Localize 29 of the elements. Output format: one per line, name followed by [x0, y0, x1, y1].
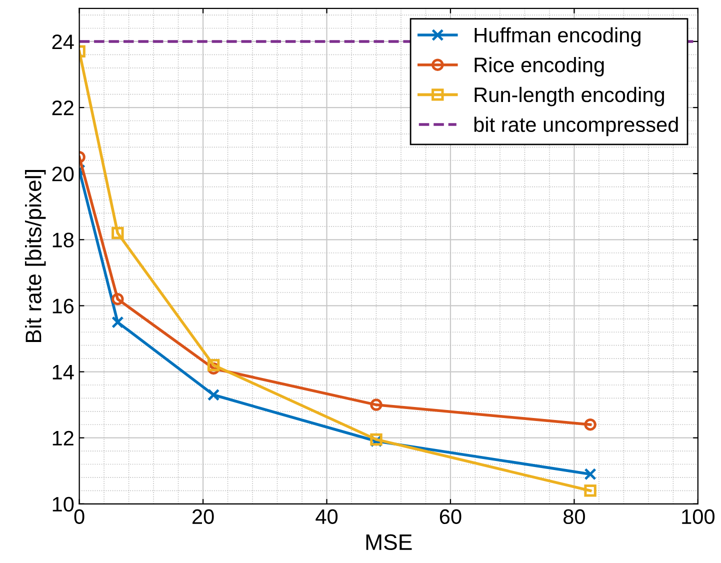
y-tick-label: 14 — [52, 364, 74, 380]
point — [584, 468, 596, 480]
legend-label: Run-length encoding — [474, 86, 664, 106]
x-tick-label: 0 — [74, 509, 84, 524]
point — [370, 398, 382, 411]
point — [207, 359, 220, 372]
point — [584, 484, 596, 497]
y-tick-label: 18 — [52, 232, 74, 248]
x-tick-label: 60 — [440, 509, 462, 524]
x-tick-label: 80 — [564, 509, 585, 524]
y-tick-label: 20 — [52, 166, 74, 182]
y-tick-label: 16 — [52, 298, 74, 314]
y-tick-label: 12 — [52, 430, 74, 446]
y-axis-title: Bit rate [bits/pixel] — [25, 170, 46, 342]
point — [207, 388, 220, 401]
point — [112, 292, 124, 306]
y-tick-label: 24 — [52, 34, 74, 50]
legend-label: Huffman encoding — [474, 27, 640, 47]
legend-label: bit rate uncompressed — [474, 116, 678, 136]
y-tick-label: 10 — [52, 496, 74, 512]
x-tick-label: 100 — [682, 509, 714, 524]
x-tick-label: 20 — [192, 509, 214, 524]
point — [584, 418, 596, 431]
point — [112, 316, 124, 328]
legend-label: Rice encoding — [474, 57, 604, 76]
point — [112, 226, 124, 240]
y-tick-label: 22 — [52, 100, 74, 116]
x-axis-title: MSE — [366, 534, 412, 550]
x-tick-label: 40 — [316, 509, 338, 524]
